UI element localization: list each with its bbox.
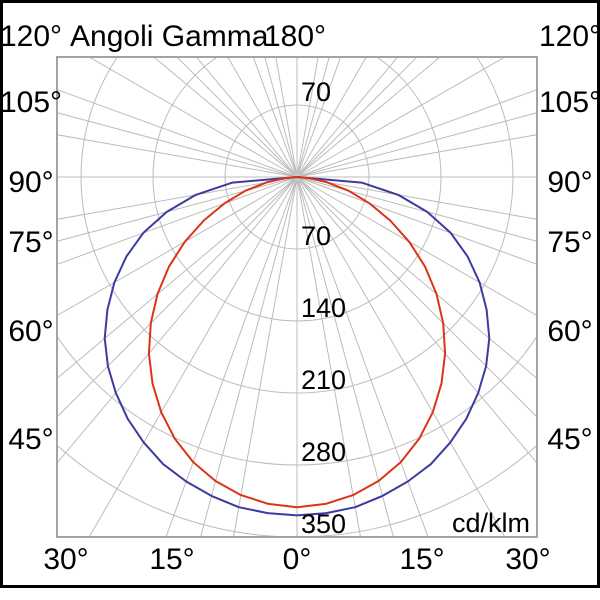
grid-spoke bbox=[296, 57, 418, 178]
gamma-label-right-120: 120° bbox=[539, 20, 600, 53]
unit-label: cd/klm bbox=[451, 508, 530, 538]
radial-label-140: 140 bbox=[301, 293, 347, 323]
grid-circle bbox=[57, 444, 537, 537]
gamma-label-left-90: 90° bbox=[8, 166, 54, 199]
grid-spoke bbox=[57, 134, 298, 178]
grid-spoke bbox=[88, 176, 298, 537]
gamma-label-right-45: 45° bbox=[547, 423, 593, 456]
gamma-label-bottom-15L: 15° bbox=[149, 543, 195, 576]
gamma-label-right-90: 90° bbox=[547, 166, 593, 199]
grid-spoke bbox=[296, 57, 399, 178]
gamma-label-bottom-30R: 30° bbox=[505, 543, 551, 576]
grid-spoke bbox=[296, 57, 330, 178]
grid-spoke bbox=[176, 57, 298, 178]
gamma-label-right-105: 105° bbox=[539, 86, 600, 119]
gamma-label-left-60: 60° bbox=[8, 315, 54, 348]
plot-frame bbox=[56, 56, 538, 538]
grid-spoke bbox=[233, 176, 298, 537]
gamma-label-left-45: 45° bbox=[8, 423, 54, 456]
grid-spoke bbox=[296, 176, 537, 418]
grid-spoke bbox=[296, 134, 537, 178]
grid-spoke bbox=[296, 176, 394, 537]
gamma-label-left-120: 120° bbox=[0, 20, 63, 53]
grid-spoke bbox=[195, 57, 298, 178]
gamma-label-180: 180° bbox=[263, 20, 327, 53]
grid-spoke bbox=[57, 176, 298, 265]
grid-spoke bbox=[296, 57, 506, 178]
gamma-label-right-75: 75° bbox=[547, 226, 593, 259]
gamma-label-bottom-30L: 30° bbox=[43, 543, 89, 576]
gamma-label-left-105: 105° bbox=[0, 86, 63, 119]
grid-spoke bbox=[296, 176, 429, 537]
grid-spoke bbox=[296, 176, 506, 537]
grid-spoke bbox=[296, 112, 537, 178]
grid-spoke bbox=[296, 176, 537, 265]
radial-label-70: 70 bbox=[301, 221, 332, 251]
grid-spoke bbox=[57, 176, 298, 220]
grid-spoke bbox=[296, 176, 537, 220]
grid-spoke bbox=[57, 176, 298, 464]
radial-label-280: 280 bbox=[301, 437, 347, 467]
grid-spoke bbox=[57, 112, 298, 178]
grid-spoke bbox=[296, 176, 537, 464]
grid-spoke bbox=[296, 57, 441, 178]
grid-spoke bbox=[57, 176, 298, 242]
radial-label-350: 350 bbox=[301, 509, 347, 539]
gamma-label-left-75: 75° bbox=[8, 226, 54, 259]
grid-spoke bbox=[296, 89, 537, 178]
radial-label-70-top: 70 bbox=[301, 77, 332, 107]
grid-spoke bbox=[296, 176, 361, 537]
grid-spoke bbox=[296, 176, 537, 317]
radial-label-210: 210 bbox=[301, 365, 347, 395]
grid-spoke bbox=[57, 176, 298, 380]
gamma-label-bottom-0: 0° bbox=[282, 543, 312, 576]
curve-blue bbox=[103, 176, 491, 517]
grid-spoke bbox=[57, 176, 298, 418]
grid-spoke bbox=[165, 176, 298, 537]
chart-title: Angoli Gamma bbox=[70, 20, 269, 53]
grid-spoke bbox=[296, 176, 537, 380]
grid-spoke bbox=[57, 89, 298, 178]
gamma-label-bottom-15R: 15° bbox=[399, 543, 445, 576]
grid-spoke bbox=[200, 176, 298, 537]
gamma-label-right-60: 60° bbox=[547, 315, 593, 348]
grid-spoke bbox=[57, 176, 298, 317]
grid-spoke bbox=[88, 57, 298, 178]
grid-spoke bbox=[153, 57, 298, 178]
curve-red bbox=[147, 176, 447, 509]
intensity-curves bbox=[103, 176, 491, 517]
grid-spoke bbox=[296, 176, 537, 242]
